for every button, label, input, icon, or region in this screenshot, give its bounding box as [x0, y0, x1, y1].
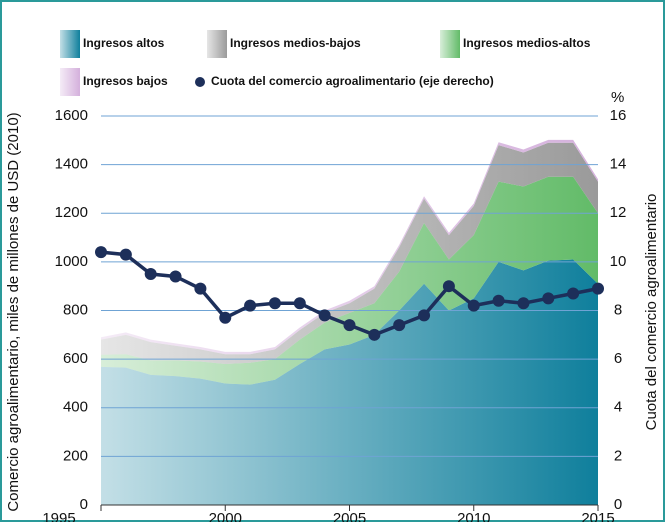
y2-tick-label: 4 [614, 399, 622, 416]
point [318, 309, 331, 322]
y-tick-label: 1200 [55, 204, 88, 221]
point [517, 297, 530, 310]
x-tick-label: 2010 [457, 510, 490, 522]
y2-tick-label: 14 [610, 156, 627, 173]
legend-label: Ingresos medios-altos [463, 36, 591, 50]
point [169, 270, 182, 283]
legend-label: Cuota del comercio agroalimentario (eje … [211, 74, 494, 88]
point [368, 328, 381, 341]
y2-tick-label: 0 [614, 496, 622, 513]
y2-tick-label: 10 [610, 253, 627, 270]
point [95, 246, 107, 259]
x-tick-label: 2015 [581, 510, 614, 522]
point [219, 311, 232, 324]
y2-axis-label: Cuota del comercio agroalimentario [643, 194, 660, 431]
point [194, 282, 207, 295]
y-tick-label: 1400 [55, 156, 88, 173]
x-tick-label: 2000 [209, 510, 242, 522]
legend-marker [195, 77, 205, 87]
point [567, 287, 580, 300]
point [467, 299, 480, 312]
legend-label: Ingresos bajos [83, 74, 168, 88]
point [542, 292, 555, 305]
point [393, 319, 406, 332]
y2-tick-label: 12 [610, 204, 627, 221]
y-tick-label: 1600 [55, 107, 88, 124]
y-tick-label: 400 [63, 399, 88, 416]
point [418, 309, 431, 322]
point [492, 294, 505, 307]
legend-swatch [60, 68, 80, 96]
y2-tick-label: 8 [614, 301, 622, 318]
legend-swatch [440, 30, 460, 58]
legend-swatch [60, 30, 80, 58]
x-tick-label: 2005 [333, 510, 366, 522]
area [101, 176, 598, 385]
point [293, 297, 306, 310]
y-tick-label: 200 [63, 447, 88, 464]
legend-label: Ingresos medios-bajos [230, 36, 361, 50]
y2-tick-label: 16 [610, 107, 627, 124]
y-tick-label: 800 [63, 301, 88, 318]
point [442, 280, 455, 293]
point [592, 282, 604, 295]
y2-tick-label: 2 [614, 447, 622, 464]
point [343, 319, 356, 332]
area [101, 259, 598, 505]
y2-tick-label: 6 [614, 350, 622, 367]
y2-unit: % [611, 89, 624, 106]
point [119, 248, 132, 261]
y-tick-label: 0 [80, 496, 88, 513]
legend-label: Ingresos altos [83, 36, 165, 50]
point [244, 299, 257, 312]
point [268, 297, 281, 310]
x-tick-label: 1995 [42, 510, 75, 522]
point [144, 268, 157, 281]
y-axis-label: Comercio agroalimentario, miles de millo… [5, 112, 22, 511]
y-tick-label: 600 [63, 350, 88, 367]
y-tick-label: 1000 [55, 253, 88, 270]
legend-swatch [207, 30, 227, 58]
